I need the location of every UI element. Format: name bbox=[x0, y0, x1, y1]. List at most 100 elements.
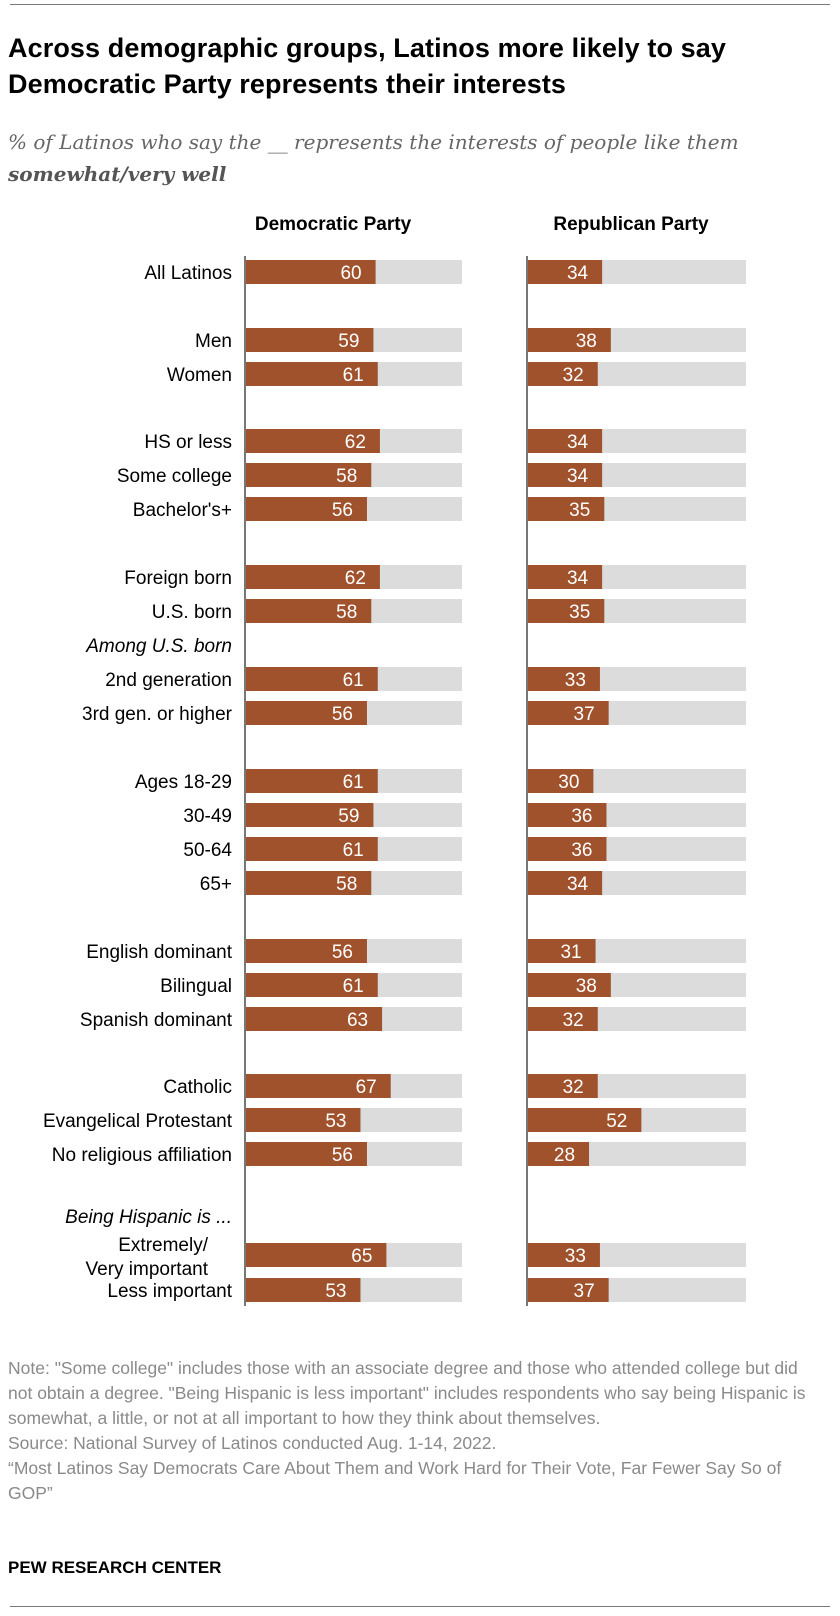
bar-value-label: 67 bbox=[356, 1077, 377, 1098]
bar-value-label: 56 bbox=[332, 704, 353, 725]
bar bbox=[528, 769, 594, 793]
subtitle-line-1: % of Latinos who say the __ represents t… bbox=[8, 130, 739, 154]
category-label: Men bbox=[195, 331, 232, 352]
category-label: HS or less bbox=[144, 432, 232, 453]
bar bbox=[528, 1278, 609, 1302]
bar-value-label: 34 bbox=[567, 568, 589, 589]
category-label: No religious affiliation bbox=[52, 1145, 232, 1166]
category-label: 3rd gen. or higher bbox=[82, 704, 233, 725]
bar-value-label: 36 bbox=[571, 806, 592, 827]
bar bbox=[246, 837, 378, 861]
bar-value-label: 58 bbox=[336, 602, 357, 623]
bar-value-label: 61 bbox=[343, 670, 364, 691]
bar bbox=[528, 1108, 642, 1132]
category-label: Less important bbox=[107, 1281, 232, 1302]
bar-value-label: 33 bbox=[565, 1246, 586, 1267]
bar bbox=[528, 1243, 600, 1267]
bar bbox=[246, 1278, 361, 1302]
category-label: English dominant bbox=[86, 942, 232, 963]
bar bbox=[528, 565, 603, 589]
category-label: Evangelical Protestant bbox=[43, 1111, 233, 1132]
bar bbox=[528, 1007, 598, 1031]
bar-value-label: 61 bbox=[343, 976, 364, 997]
bar bbox=[528, 1142, 590, 1166]
category-label-line: Very important bbox=[86, 1259, 209, 1280]
bar-value-label: 38 bbox=[576, 331, 597, 352]
bar-value-label: 62 bbox=[345, 568, 366, 589]
category-label: 30-49 bbox=[183, 806, 232, 827]
bar bbox=[528, 260, 603, 284]
bar bbox=[246, 328, 374, 352]
bar-value-label: 33 bbox=[565, 670, 586, 691]
bar bbox=[246, 1007, 383, 1031]
bar bbox=[528, 362, 598, 386]
bar bbox=[246, 429, 380, 453]
bar-value-label: 63 bbox=[347, 1010, 368, 1031]
democratic-party-header: Democratic Party bbox=[254, 214, 412, 235]
bar-value-label: 58 bbox=[336, 466, 357, 487]
subtitle-line-2: somewhat/very well bbox=[8, 162, 227, 186]
bar-value-label: 32 bbox=[563, 1010, 584, 1031]
bar bbox=[528, 667, 600, 691]
category-label: Extremely/Very important bbox=[86, 1235, 209, 1280]
bar-value-label: 58 bbox=[336, 874, 357, 895]
bar-value-label: 52 bbox=[606, 1111, 627, 1132]
bar bbox=[246, 260, 376, 284]
bar-value-label: 56 bbox=[332, 942, 353, 963]
bar-value-label: 38 bbox=[576, 976, 597, 997]
bar bbox=[528, 803, 607, 827]
bar-value-label: 65 bbox=[351, 1246, 372, 1267]
bar-value-label: 36 bbox=[571, 840, 592, 861]
bar-value-label: 35 bbox=[569, 500, 590, 521]
bar-value-label: 37 bbox=[574, 704, 595, 725]
bar bbox=[528, 939, 596, 963]
bar bbox=[246, 599, 372, 623]
subheading-label: Among U.S. born bbox=[85, 636, 232, 657]
bar bbox=[246, 803, 374, 827]
bar-value-label: 53 bbox=[325, 1111, 346, 1132]
bar-value-label: 59 bbox=[338, 806, 359, 827]
bar-value-label: 37 bbox=[574, 1281, 595, 1302]
category-label: U.S. born bbox=[152, 602, 232, 623]
category-label: All Latinos bbox=[144, 263, 232, 284]
bar bbox=[528, 837, 607, 861]
bar bbox=[246, 769, 378, 793]
bar-value-label: 34 bbox=[567, 432, 589, 453]
bar-value-label: 32 bbox=[563, 365, 584, 386]
chart-notes: Note: "Some college" includes those with… bbox=[8, 1356, 823, 1506]
note-text: Note: "Some college" includes those with… bbox=[8, 1358, 806, 1428]
bar bbox=[528, 497, 605, 521]
org-name: PEW RESEARCH CENTER bbox=[8, 1558, 222, 1577]
category-label: Catholic bbox=[163, 1077, 232, 1098]
bar-value-label: 53 bbox=[325, 1281, 346, 1302]
source-text: Source: National Survey of Latinos condu… bbox=[8, 1433, 497, 1453]
top-rule bbox=[10, 4, 830, 5]
bar bbox=[528, 701, 609, 725]
bar-value-label: 31 bbox=[560, 942, 581, 963]
bar bbox=[246, 939, 367, 963]
bar-value-label: 34 bbox=[567, 874, 589, 895]
bar-value-label: 59 bbox=[338, 331, 359, 352]
bar-value-label: 61 bbox=[343, 365, 364, 386]
category-label: Bachelor's+ bbox=[133, 500, 232, 521]
bar bbox=[528, 973, 611, 997]
bar bbox=[246, 1243, 387, 1267]
report-title-text: “Most Latinos Say Democrats Care About T… bbox=[8, 1458, 782, 1503]
bar-value-label: 61 bbox=[343, 772, 364, 793]
bar-value-label: 34 bbox=[567, 466, 589, 487]
bar-value-label: 62 bbox=[345, 432, 366, 453]
subheading-label: Being Hispanic is ... bbox=[65, 1207, 232, 1228]
bar-value-label: 34 bbox=[567, 263, 589, 284]
category-label: Some college bbox=[117, 466, 232, 487]
bottom-rule bbox=[10, 1606, 830, 1607]
bar bbox=[246, 1142, 367, 1166]
bar bbox=[528, 429, 603, 453]
bar-value-label: 56 bbox=[332, 500, 353, 521]
bar bbox=[528, 871, 603, 895]
bar-value-label: 61 bbox=[343, 840, 364, 861]
bar-value-label: 28 bbox=[554, 1145, 575, 1166]
category-label: Bilingual bbox=[160, 976, 232, 997]
republican-party-header: Republican Party bbox=[553, 214, 709, 235]
bar-value-label: 60 bbox=[340, 263, 361, 284]
bar bbox=[528, 1074, 598, 1098]
